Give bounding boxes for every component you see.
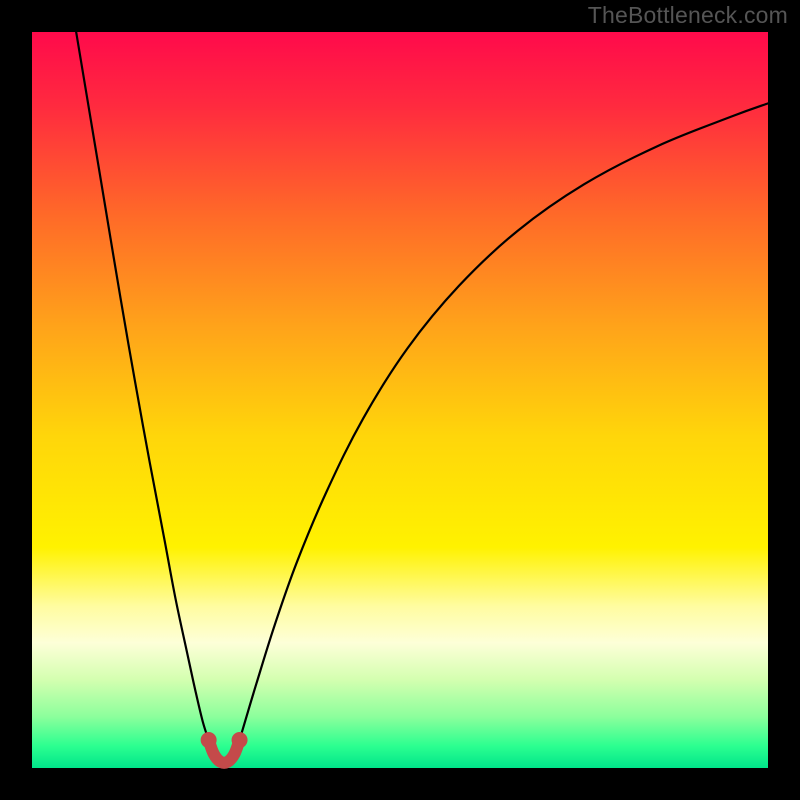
trough-endpoint-left: [201, 732, 217, 748]
trough-endpoint-right: [232, 732, 248, 748]
watermark-text: TheBottleneck.com: [588, 2, 788, 29]
chart-root: { "watermark": { "text": "TheBottleneck.…: [0, 0, 800, 800]
plot-background: [32, 32, 768, 768]
bottleneck-curve-chart: [0, 0, 800, 800]
